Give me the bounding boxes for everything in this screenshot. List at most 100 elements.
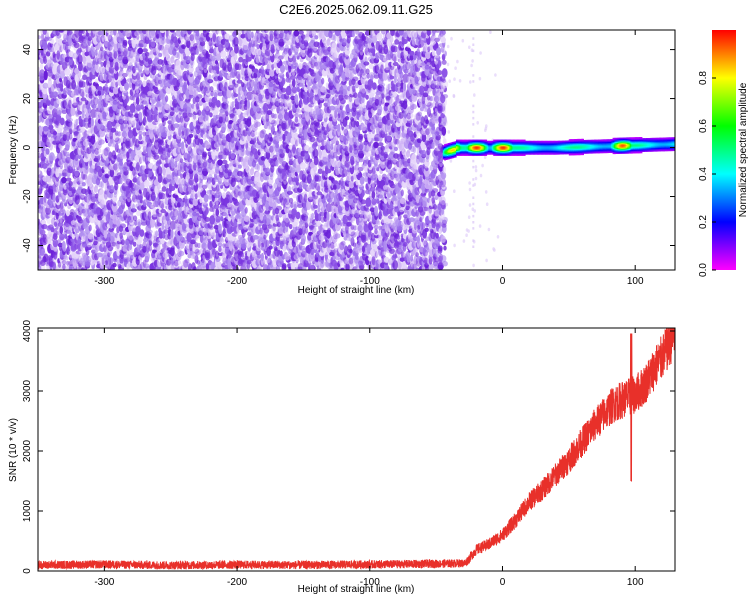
noise-cell [52, 193, 56, 203]
noise-cell [183, 81, 187, 90]
noise-cell [275, 214, 280, 222]
noise-cell [51, 108, 58, 118]
noise-cell [268, 245, 273, 250]
noise-cell [46, 217, 51, 225]
noise-cell [201, 190, 207, 196]
noise-cell [42, 53, 47, 62]
noise-cell [53, 250, 58, 260]
noise-cell [64, 61, 70, 66]
noise-cell [97, 90, 102, 96]
noise-cell [48, 124, 54, 131]
noise-cell [106, 74, 113, 83]
noise-cell [42, 30, 47, 35]
noise-cell [98, 148, 102, 153]
noise-cell [223, 100, 230, 105]
noise-cell [39, 246, 45, 256]
noise-cell [260, 65, 264, 75]
noise-cell [231, 101, 235, 108]
noise-cell [45, 148, 50, 155]
noise-cell [84, 99, 89, 106]
noise-cell [61, 176, 67, 184]
noise-cell [157, 244, 162, 254]
noise-cell [222, 192, 226, 199]
noise-cell [68, 254, 73, 261]
noise-cell [224, 81, 228, 91]
noise-cell [312, 148, 319, 159]
noise-cell [263, 193, 267, 202]
figure-title: C2E6.2025.062.09.11.G25 [279, 2, 433, 17]
noise-cell [208, 74, 212, 83]
noise-cell [177, 201, 181, 208]
noise-cell [99, 46, 104, 52]
noise-cell [156, 222, 162, 227]
noise-cell [300, 234, 306, 244]
noise-cell [41, 224, 48, 230]
noise-cell [240, 81, 245, 88]
noise-cell [236, 212, 242, 219]
noise-cell [125, 95, 130, 102]
noise-cell [66, 260, 70, 266]
noise-cell [275, 205, 283, 211]
noise-cell [202, 151, 208, 158]
noise-cell [250, 31, 254, 39]
noise-cell [239, 236, 245, 245]
noise-cell [77, 132, 82, 142]
noise-cell [71, 122, 78, 132]
noise-cell [112, 86, 119, 95]
noise-cell [61, 240, 66, 251]
noise-cell [52, 91, 58, 98]
noise-cell [195, 47, 200, 56]
noise-cell [77, 110, 83, 115]
noise-cell [70, 91, 77, 97]
noise-cell [41, 32, 45, 42]
noise-cell [87, 46, 91, 52]
noise-cell [119, 160, 123, 166]
noise-cell [38, 49, 42, 54]
noise-cell [122, 78, 127, 84]
noise-cell [294, 112, 299, 118]
noise-cell [269, 68, 275, 77]
noise-cell [150, 30, 156, 36]
noise-cell [293, 30, 300, 37]
noise-cell [68, 194, 74, 205]
noise-cell [157, 182, 161, 190]
noise-cell [254, 121, 261, 127]
noise-cell [42, 82, 49, 89]
noise-cell [66, 245, 70, 253]
noise-cell [167, 158, 171, 163]
noise-cell [313, 165, 317, 173]
noise-cell [186, 262, 191, 268]
noise-cell [81, 182, 86, 187]
noise-cell [278, 60, 283, 67]
noise-cell [160, 140, 165, 146]
noise-cell [71, 80, 77, 90]
noise-cell [183, 195, 188, 204]
noise-cell [55, 167, 60, 178]
noise-cell [299, 162, 306, 170]
noise-cell [77, 54, 83, 65]
noise-cell [300, 245, 306, 251]
noise-cell [119, 232, 123, 240]
noise-cell [39, 63, 44, 70]
noise-cell [138, 130, 143, 136]
noise-cell [56, 107, 63, 115]
noise-cell [45, 205, 52, 215]
noise-cell [41, 219, 47, 226]
noise-cell [303, 193, 308, 203]
noise-cell [157, 198, 161, 206]
noise-cell [64, 151, 70, 157]
noise-cell [132, 241, 137, 247]
noise-cell [204, 217, 211, 222]
noise-cell [48, 255, 54, 266]
noise-cell [192, 197, 199, 207]
noise-cell [221, 30, 225, 36]
noise-cell [75, 118, 79, 126]
noise-cell [49, 142, 53, 151]
noise-cell [156, 166, 163, 176]
noise-cell [143, 179, 150, 188]
noise-cell [60, 201, 64, 210]
noise-cell [209, 86, 214, 93]
noise-cell [67, 30, 73, 36]
noise-cell [289, 197, 294, 204]
